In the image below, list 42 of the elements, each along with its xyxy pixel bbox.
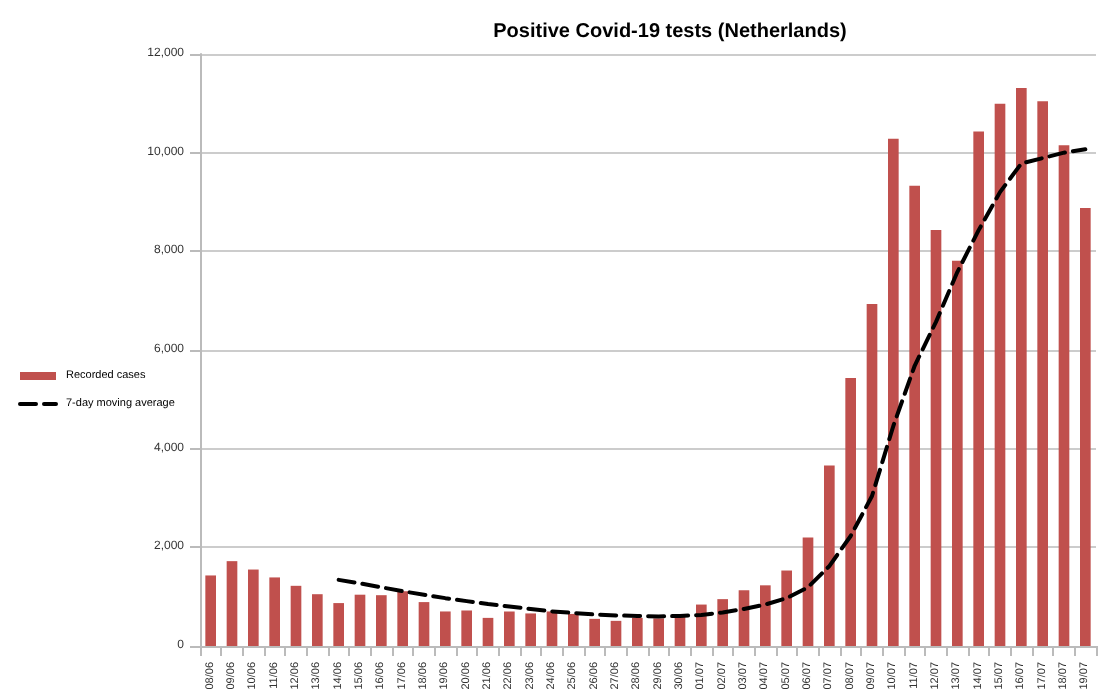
bar bbox=[1058, 145, 1070, 646]
bar bbox=[1080, 207, 1091, 646]
bar bbox=[354, 594, 366, 646]
bar bbox=[461, 610, 472, 646]
bar bbox=[653, 618, 664, 646]
bar bbox=[760, 585, 771, 646]
bar bbox=[610, 620, 622, 646]
bar bbox=[397, 591, 408, 646]
bar bbox=[1016, 88, 1027, 646]
bar bbox=[824, 465, 835, 646]
bar bbox=[312, 594, 323, 646]
bar bbox=[1037, 101, 1048, 646]
bar bbox=[418, 602, 430, 646]
bar bbox=[930, 230, 942, 646]
bar bbox=[504, 611, 515, 646]
line-series bbox=[336, 147, 1088, 619]
bar bbox=[589, 618, 600, 646]
bar bbox=[909, 185, 920, 646]
bar bbox=[781, 570, 792, 646]
bar bbox=[888, 138, 899, 646]
bar bbox=[994, 103, 1006, 646]
bar bbox=[376, 595, 387, 646]
bar bbox=[290, 585, 302, 646]
bar bbox=[546, 611, 558, 646]
bar bbox=[952, 260, 963, 646]
bar bbox=[632, 617, 643, 646]
bar bbox=[482, 617, 494, 646]
chart-title: Positive Covid-19 tests (Netherlands) bbox=[493, 21, 847, 43]
bar bbox=[269, 577, 280, 646]
bar bbox=[440, 611, 451, 646]
bar bbox=[696, 604, 707, 646]
bar bbox=[248, 569, 259, 646]
bar bbox=[226, 561, 238, 646]
bar bbox=[845, 378, 856, 646]
bar bbox=[205, 575, 216, 646]
bar bbox=[973, 131, 984, 646]
bar bbox=[568, 613, 579, 646]
bar bbox=[525, 613, 536, 646]
bar bbox=[333, 603, 344, 646]
bar bbox=[866, 304, 878, 646]
bar bbox=[717, 599, 728, 646]
bar bbox=[802, 537, 814, 646]
